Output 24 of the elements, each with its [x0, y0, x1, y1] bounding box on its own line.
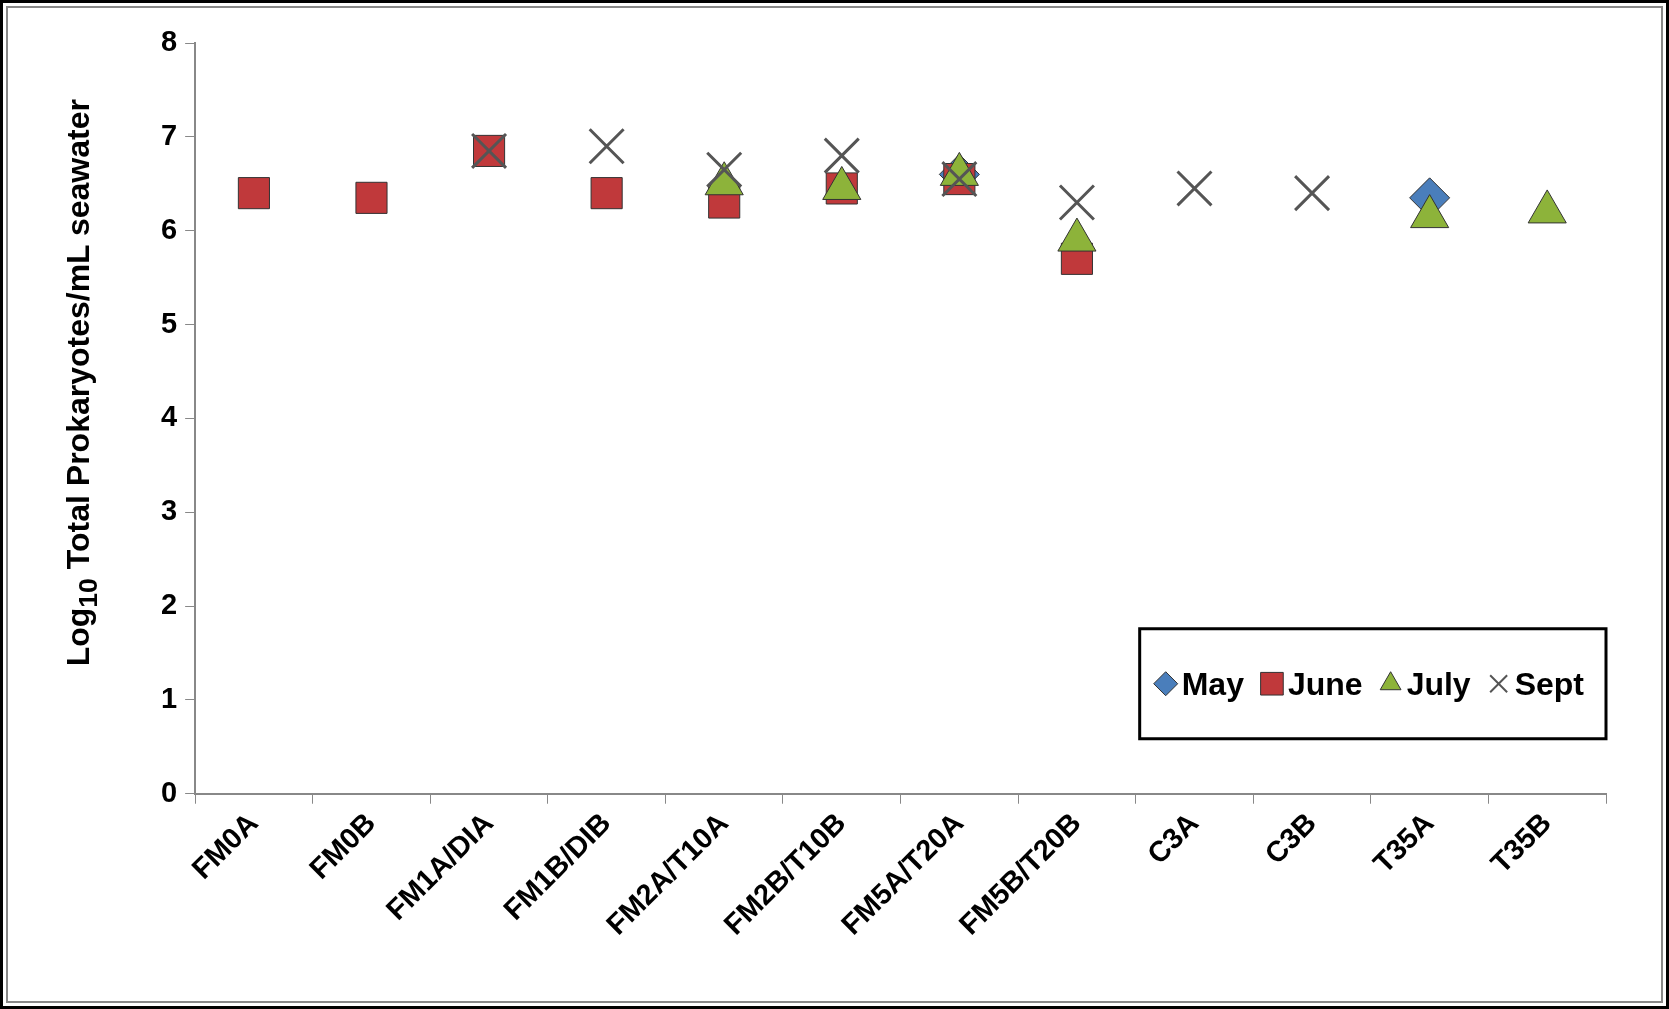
point [1293, 174, 1331, 212]
legend-label: June [1287, 665, 1363, 702]
legend-label: May [1181, 665, 1245, 702]
y-tick-label: 5 [160, 306, 178, 339]
legend-label: July [1406, 665, 1471, 702]
y-tick-label: 3 [160, 494, 178, 527]
y-tick-label: 7 [160, 118, 178, 151]
y-tick-label: 2 [160, 588, 178, 621]
legend-label: Sept [1514, 665, 1585, 702]
point [823, 137, 861, 175]
point [588, 127, 626, 165]
point [1058, 184, 1096, 221]
y-tick-label: 6 [160, 212, 178, 245]
point [705, 151, 743, 189]
y-tick-label: 8 [160, 25, 178, 57]
x-tick-label: C3A [1140, 806, 1205, 870]
point [590, 177, 623, 210]
y-tick-label: 4 [160, 400, 178, 433]
x-tick-label: C3B [1258, 806, 1322, 870]
point [355, 181, 388, 214]
point [237, 177, 270, 210]
point [1176, 169, 1213, 207]
y-tick-label: 0 [160, 775, 178, 808]
y-tick-label: 1 [160, 681, 178, 714]
